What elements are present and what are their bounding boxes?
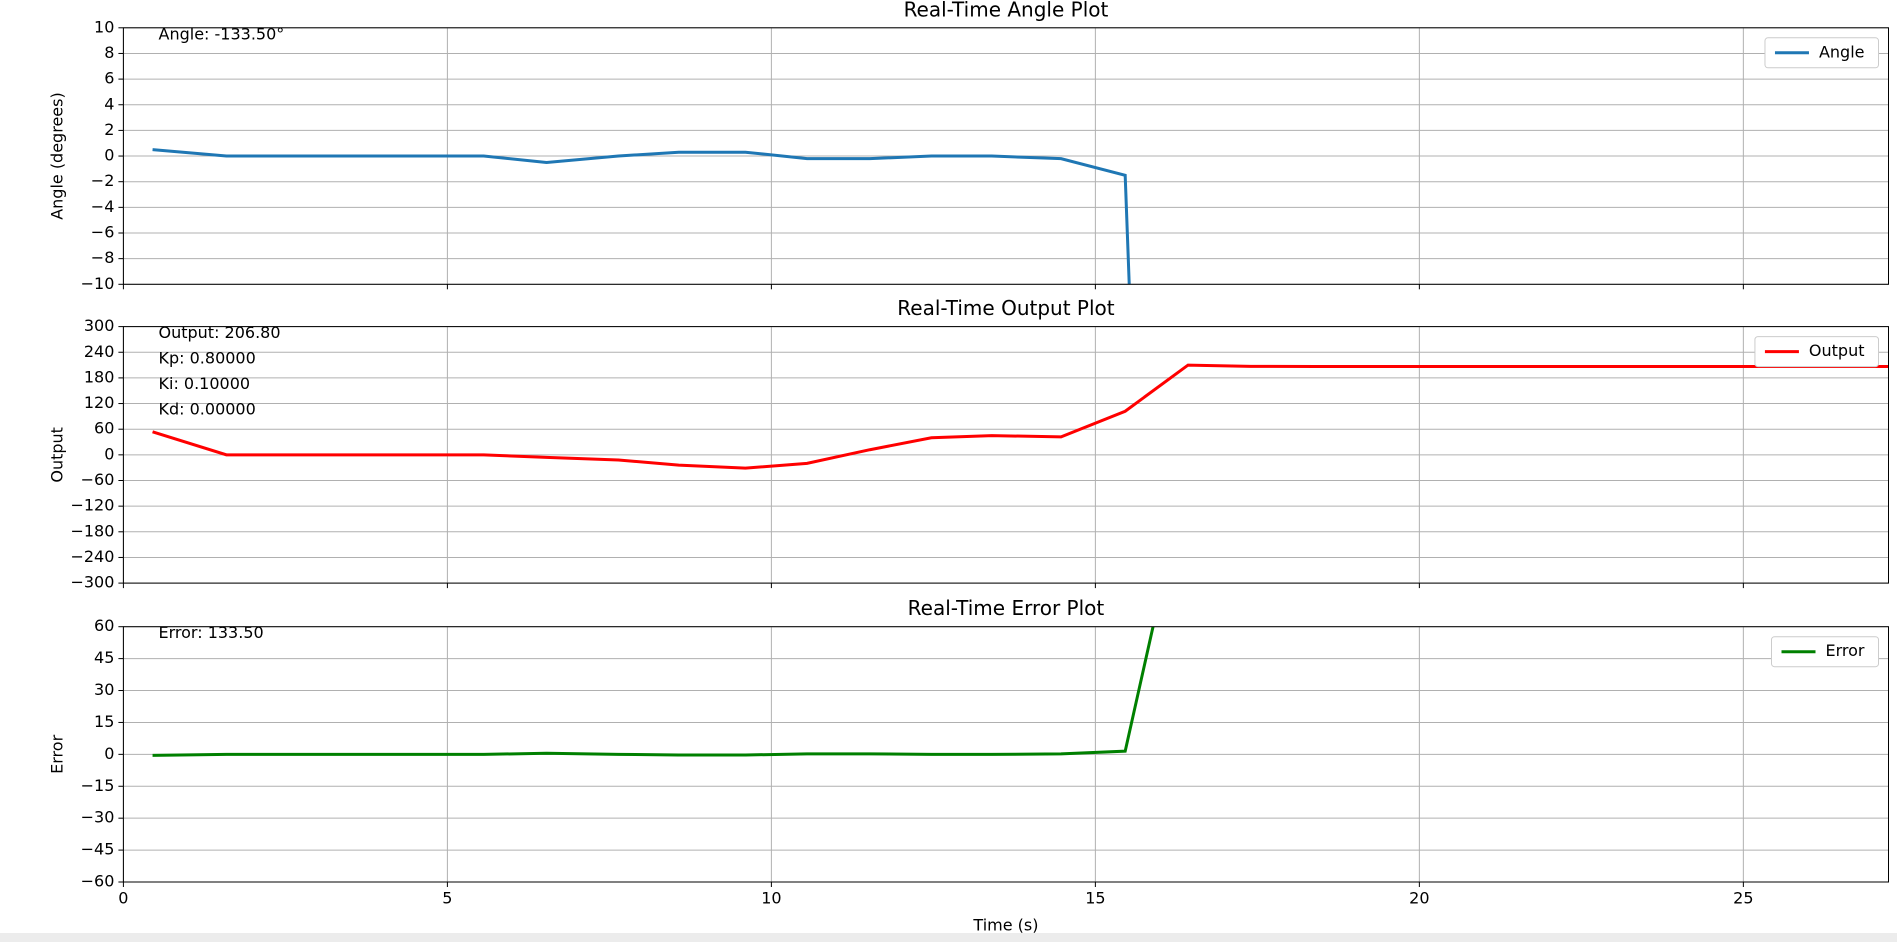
annotation: Kd: 0.00000 — [159, 399, 256, 418]
x-tick-label: 5 — [442, 889, 452, 908]
x-tick-label: 20 — [1409, 889, 1429, 908]
y-tick-label: −15 — [81, 776, 115, 795]
y-tick-label: −10 — [81, 274, 115, 293]
legend-label: Angle — [1819, 42, 1865, 61]
y-tick-label: 10 — [94, 17, 114, 36]
y-tick-label: 300 — [84, 316, 115, 335]
legend: Output — [1754, 336, 1879, 368]
y-tick-label: −60 — [81, 470, 115, 489]
y-axis-label: Output — [48, 427, 67, 483]
y-axis-label: Angle (degrees) — [48, 92, 67, 220]
legend-label: Output — [1809, 341, 1865, 360]
y-tick-label: 6 — [104, 69, 114, 88]
y-tick-label: −8 — [91, 248, 115, 267]
legend: Angle — [1764, 37, 1879, 69]
y-tick-label: 45 — [94, 648, 114, 667]
annotation: Ki: 0.10000 — [159, 374, 251, 393]
legend: Error — [1771, 636, 1879, 668]
y-tick-label: 4 — [104, 94, 114, 113]
y-tick-label: 120 — [84, 393, 115, 412]
y-tick-label: −120 — [70, 496, 114, 515]
x-tick-label: 15 — [1085, 889, 1105, 908]
annotation: Error: 133.50 — [159, 623, 264, 642]
y-tick-label: 180 — [84, 367, 115, 386]
annotation: Kp: 0.80000 — [159, 349, 256, 368]
x-tick-label: 25 — [1733, 889, 1753, 908]
chart-title: Real-Time Error Plot — [908, 596, 1105, 620]
data-line — [152, 626, 1155, 757]
y-tick-label: −45 — [81, 840, 115, 859]
y-tick-label: −240 — [70, 547, 114, 566]
data-line — [152, 363, 1889, 470]
y-tick-label: −2 — [91, 171, 115, 190]
annotation: Output: 206.80 — [159, 323, 281, 342]
y-tick-label: −4 — [91, 197, 115, 216]
y-tick-label: −180 — [70, 521, 114, 540]
chart-title: Real-Time Angle Plot — [904, 0, 1109, 21]
legend-box — [1764, 37, 1879, 69]
y-tick-label: −30 — [81, 808, 115, 827]
y-tick-label: 15 — [94, 712, 114, 731]
y-axis-label: Error — [48, 734, 67, 773]
y-tick-label: 60 — [94, 616, 114, 635]
legend-box — [1771, 636, 1879, 668]
y-tick-label: 30 — [94, 680, 114, 699]
legend-box — [1754, 336, 1879, 368]
y-tick-label: −60 — [81, 872, 115, 891]
y-tick-label: 0 — [104, 146, 114, 165]
y-tick-label: 2 — [104, 120, 114, 139]
x-tick-label: 10 — [761, 889, 781, 908]
y-tick-label: 0 — [104, 744, 114, 763]
data-line — [152, 148, 1131, 285]
x-tick-label: 0 — [118, 889, 128, 908]
y-tick-label: −300 — [70, 573, 114, 592]
chart-title: Real-Time Output Plot — [897, 296, 1114, 320]
y-tick-label: 0 — [104, 444, 114, 463]
window-bottom-bar — [0, 933, 1897, 942]
legend-label: Error — [1826, 641, 1865, 660]
y-tick-label: 240 — [84, 342, 115, 361]
y-tick-label: 8 — [104, 43, 114, 62]
annotation: Angle: -133.50° — [159, 24, 285, 43]
y-tick-label: −6 — [91, 223, 115, 242]
y-tick-label: 60 — [94, 419, 114, 438]
x-axis-label: Time (s) — [972, 916, 1038, 935]
